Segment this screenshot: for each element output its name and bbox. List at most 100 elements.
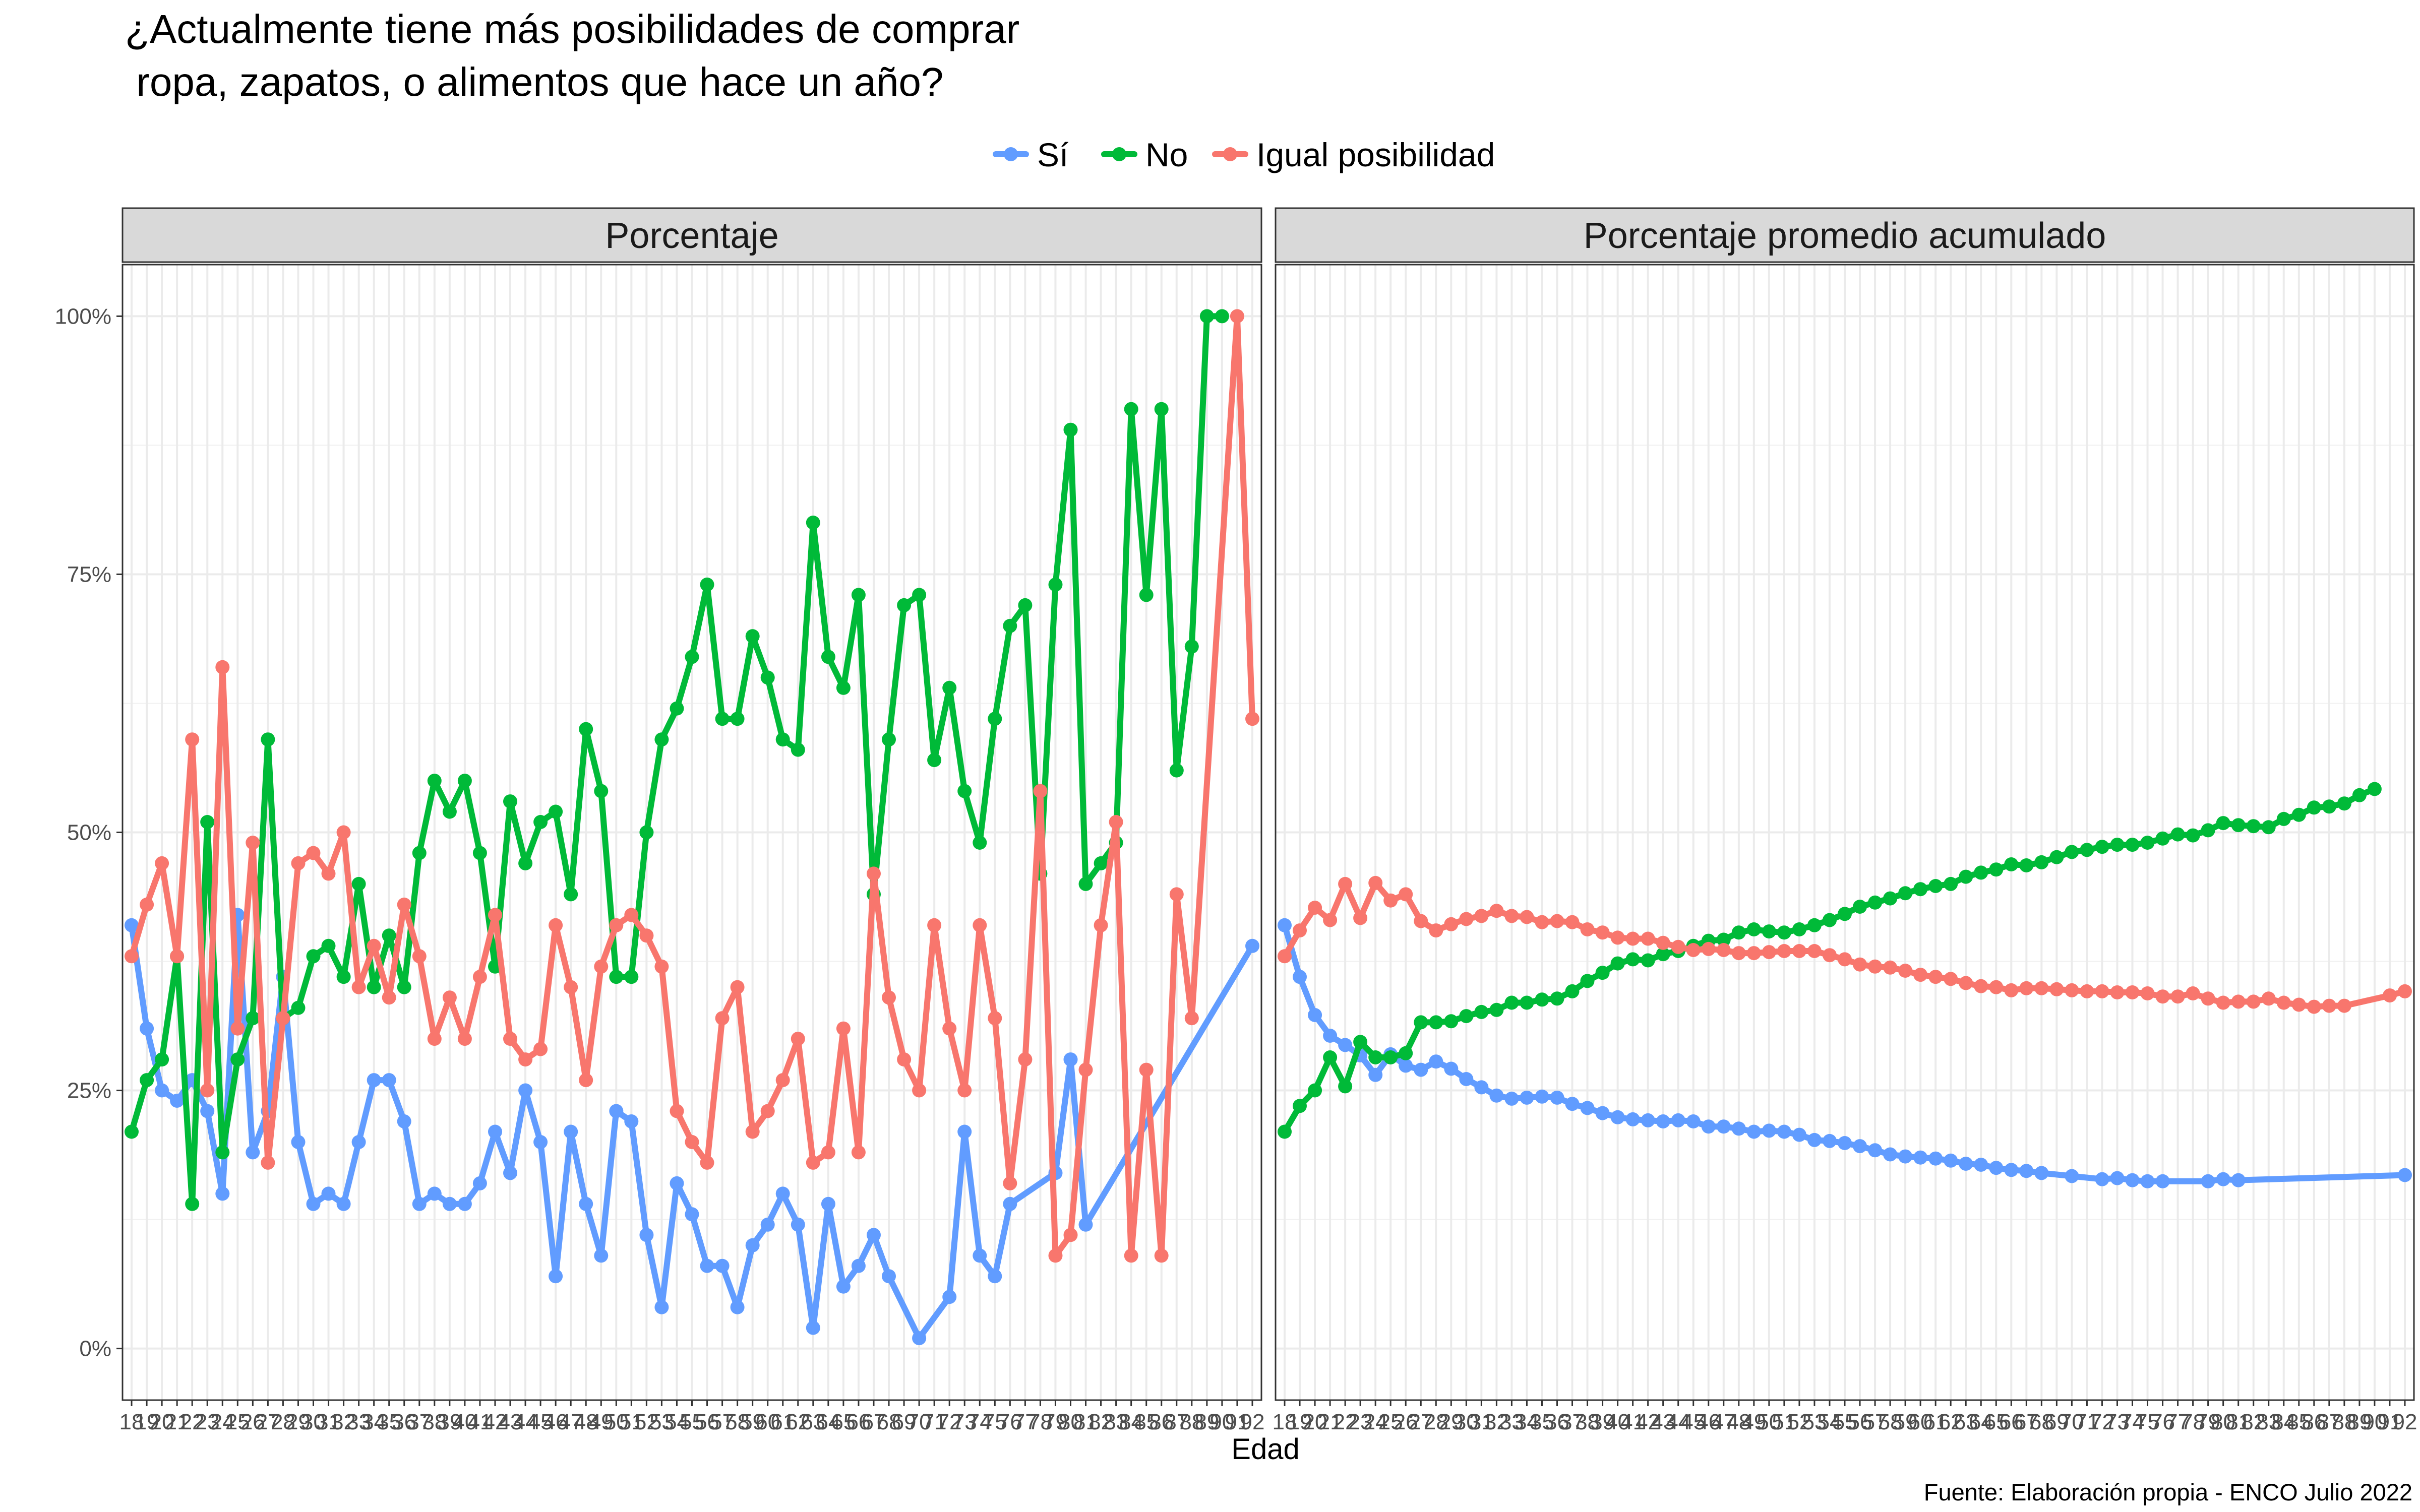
data-point: [1868, 959, 1883, 974]
data-point: [1868, 1143, 1883, 1158]
data-point: [2019, 981, 2034, 995]
x-tick-label: 57: [1863, 1410, 1888, 1434]
x-tick-label: 81: [2226, 1410, 2251, 1434]
data-point: [1853, 957, 1867, 972]
x-tick-label: 77: [1013, 1410, 1038, 1434]
data-point: [806, 1320, 820, 1335]
x-tick-label: 49: [1741, 1410, 1766, 1434]
data-point: [2201, 1174, 2215, 1188]
x-tick-label: 89: [2347, 1410, 2372, 1434]
x-tick-label: 62: [785, 1410, 810, 1434]
data-point: [2155, 831, 2170, 846]
x-tick-label: 46: [543, 1410, 568, 1434]
data-point: [1610, 1110, 1625, 1124]
data-point: [685, 1135, 699, 1149]
data-point: [488, 1124, 502, 1139]
data-point: [1293, 970, 1307, 984]
data-point: [518, 1083, 533, 1098]
x-tick-label: 91: [2377, 1410, 2402, 1434]
data-point: [2186, 986, 2200, 1000]
data-point: [624, 1114, 639, 1128]
x-tick-label: 55: [1833, 1410, 1857, 1434]
data-point: [397, 980, 411, 994]
data-point: [1913, 968, 1928, 982]
x-tick-label: 27: [1409, 1410, 1433, 1434]
data-point: [639, 1228, 654, 1242]
x-tick-label: 48: [574, 1410, 598, 1434]
data-point: [1474, 909, 1489, 923]
data-point: [988, 1269, 1002, 1284]
x-tick-label: 74: [2120, 1410, 2145, 1434]
data-point: [1003, 1176, 1017, 1190]
data-point: [1913, 1150, 1928, 1165]
x-tick-label: 50: [1757, 1410, 1781, 1434]
data-point: [1656, 947, 1670, 962]
data-point: [2261, 991, 2276, 1006]
x-tick-label: 32: [331, 1410, 356, 1434]
data-point: [1792, 944, 1806, 958]
x-tick-label: 28: [1424, 1410, 1448, 1434]
data-point: [1580, 1101, 1595, 1115]
data-point: [1913, 882, 1928, 897]
x-tick-label: 87: [1164, 1410, 1189, 1434]
data-point: [1565, 1097, 1580, 1111]
x-tick-label: 52: [634, 1410, 659, 1434]
data-point: [2398, 1168, 2412, 1182]
data-point: [927, 753, 942, 768]
data-point: [1898, 886, 1913, 901]
x-tick-label: 54: [1817, 1410, 1842, 1434]
data-point: [397, 1114, 411, 1128]
data-point: [2170, 989, 2185, 1004]
data-point: [2065, 1169, 2079, 1183]
data-point: [579, 1196, 593, 1211]
x-tick-label: 44: [513, 1410, 538, 1434]
data-point: [246, 1011, 260, 1026]
data-point: [1550, 991, 1564, 1006]
data-point: [2322, 998, 2336, 1013]
data-point: [1807, 918, 1822, 932]
x-tick-label: 37: [407, 1410, 432, 1434]
data-point: [564, 887, 578, 902]
data-point: [1184, 1011, 1199, 1026]
data-point: [1018, 598, 1033, 612]
data-point: [367, 938, 381, 953]
data-point: [125, 949, 139, 964]
data-point: [700, 1258, 714, 1273]
data-point: [2019, 1164, 2034, 1178]
data-point: [1444, 1061, 1459, 1076]
data-point: [2095, 840, 2109, 854]
data-point: [1383, 1050, 1398, 1064]
x-tick-label: 18: [119, 1410, 144, 1434]
data-point: [1959, 976, 1973, 990]
data-point: [2125, 985, 2140, 999]
x-tick-label: 39: [1590, 1410, 1615, 1434]
data-point: [1429, 923, 1443, 938]
data-point: [246, 836, 260, 850]
x-tick-label: 22: [1333, 1410, 1358, 1434]
x-tick-label: 46: [1696, 1410, 1721, 1434]
data-point: [321, 938, 336, 953]
x-tick-label: 75: [2135, 1410, 2160, 1434]
data-point: [2383, 988, 2397, 1003]
series-Igual posibilidad: [125, 309, 1259, 1263]
data-point: [412, 846, 427, 860]
data-point: [760, 1217, 775, 1232]
chart-title-line-1: ¿Actualmente tiene más posibilidades de …: [125, 7, 1019, 51]
x-tick-label: 21: [165, 1410, 190, 1434]
data-point: [1928, 879, 1943, 893]
data-point: [1338, 1038, 1353, 1052]
data-point: [654, 732, 669, 747]
data-point: [609, 918, 624, 932]
data-point: [1792, 922, 1806, 936]
x-tick-label: 92: [1240, 1410, 1264, 1434]
data-point: [942, 680, 957, 695]
data-point: [836, 680, 851, 695]
data-point: [1399, 1046, 1413, 1060]
data-point: [579, 1073, 593, 1088]
x-tick-label: 43: [1651, 1410, 1675, 1434]
data-point: [1520, 995, 1534, 1010]
data-point: [1429, 1015, 1443, 1030]
data-point: [1565, 915, 1580, 929]
x-tick-label: 29: [286, 1410, 311, 1434]
